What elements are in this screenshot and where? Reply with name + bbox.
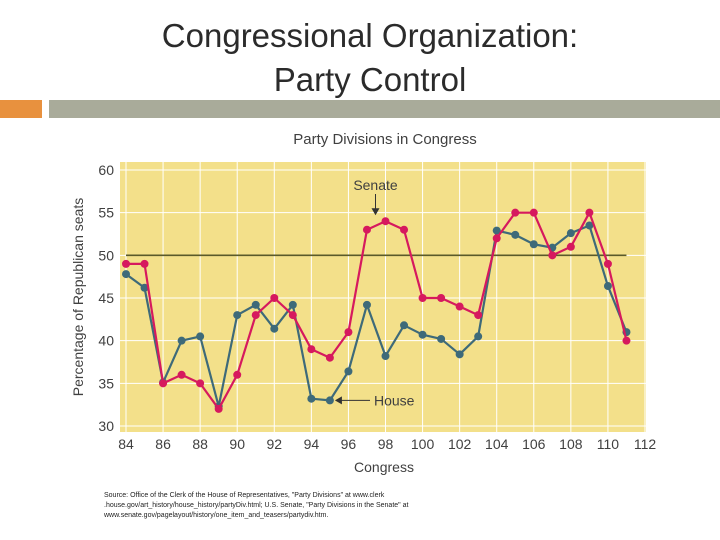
x-tick-labels: 84 86 88 90 92 94 96 98 100 102 104 106 108 110 112 (118, 436, 656, 452)
senate-point-108 (566, 242, 575, 251)
y-tick-60: 60 (98, 162, 114, 178)
title-line-1: Congressional Organization: (161, 17, 579, 54)
x-tick-96: 96 (341, 436, 357, 452)
y-axis-label: Percentage of Republican seats (70, 198, 86, 396)
senate-point-90 (233, 370, 242, 379)
house-point-85 (140, 283, 149, 292)
y-tick-35: 35 (98, 375, 114, 391)
x-tick-90: 90 (229, 436, 245, 452)
senate-point-102 (455, 302, 464, 311)
x-tick-106: 106 (522, 436, 546, 452)
accent-bar (0, 100, 42, 118)
house-point-92 (270, 324, 279, 333)
house-point-96 (344, 367, 353, 376)
house-point-99 (400, 321, 409, 330)
senate-point-84 (122, 259, 130, 268)
senate-point-92 (270, 294, 279, 302)
plot-area (120, 162, 646, 432)
house-arrowhead (334, 396, 342, 405)
house-point-94 (307, 394, 316, 403)
senate-point-106 (529, 208, 538, 217)
x-tick-98: 98 (378, 436, 394, 452)
senate-point-87 (177, 370, 186, 379)
house-point-97 (362, 300, 371, 309)
senate-point-86 (159, 379, 168, 388)
y-tick-45: 45 (98, 290, 114, 306)
senate-point-91 (251, 311, 260, 320)
house-line (125, 224, 628, 408)
senate-annotation-label: Senate (353, 177, 398, 193)
senate-point-109 (585, 208, 594, 217)
house-point-100 (418, 330, 427, 339)
title-line-2: Party Control (273, 61, 467, 98)
senate-point-97 (362, 225, 371, 234)
house-point-108 (566, 229, 575, 238)
title-rule (49, 100, 720, 118)
senate-series (122, 208, 631, 413)
x-tick-102: 102 (448, 436, 472, 452)
house-annotation-label: House (374, 392, 415, 408)
house-point-84 (122, 270, 130, 279)
annotations: Senate House (334, 177, 415, 408)
senate-point-85 (140, 259, 149, 268)
x-tick-104: 104 (485, 436, 509, 452)
senate-point-93 (288, 311, 297, 320)
senate-point-98 (381, 217, 390, 226)
y-tick-30: 30 (98, 418, 114, 434)
house-point-105 (511, 230, 520, 239)
senate-point-88 (196, 379, 205, 388)
senate-point-107 (548, 251, 557, 260)
house-point-93 (288, 300, 297, 309)
house-point-88 (196, 332, 205, 341)
y-tick-55: 55 (98, 205, 114, 221)
senate-point-96 (344, 328, 353, 337)
senate-point-94 (307, 345, 316, 354)
senate-point-105 (511, 208, 520, 217)
series-layer (122, 208, 631, 413)
y-tick-labels: 30 35 40 45 50 55 60 (98, 162, 114, 434)
x-axis-label: Congress (354, 459, 414, 475)
house-point-109 (585, 221, 594, 230)
senate-point-110 (603, 259, 612, 268)
x-tick-88: 88 (192, 436, 208, 452)
senate-point-95 (325, 353, 334, 362)
house-point-90 (233, 311, 242, 320)
senate-point-111 (622, 336, 631, 345)
house-point-95 (325, 396, 334, 405)
x-tick-84: 84 (118, 436, 134, 452)
gridlines (120, 162, 646, 432)
senate-arrowhead (371, 208, 380, 216)
senate-point-100 (418, 294, 427, 302)
house-point-101 (437, 334, 446, 343)
x-tick-86: 86 (155, 436, 171, 452)
x-tick-108: 108 (559, 436, 583, 452)
house-point-103 (474, 332, 483, 341)
house-point-98 (381, 352, 390, 361)
x-tick-92: 92 (266, 436, 282, 452)
y-tick-40: 40 (98, 333, 114, 349)
house-point-102 (455, 350, 464, 359)
house-point-104 (492, 226, 501, 235)
senate-line (126, 211, 628, 411)
source-note: Source: Office of the Clerk of the House… (104, 492, 409, 519)
senate-point-104 (492, 234, 501, 243)
x-tick-110: 110 (597, 436, 620, 452)
senate-point-101 (437, 294, 446, 302)
house-point-106 (529, 240, 538, 249)
senate-point-99 (400, 225, 409, 234)
x-tick-112: 112 (634, 436, 657, 452)
slide-title: Congressional Organization: Party Contro… (100, 14, 640, 102)
y-tick-50: 50 (98, 247, 114, 263)
chart-title: Party Divisions in Congress (293, 131, 476, 148)
x-tick-94: 94 (304, 436, 320, 452)
senate-point-103 (474, 311, 483, 320)
x-tick-100: 100 (411, 436, 435, 452)
house-point-87 (177, 336, 186, 345)
senate-point-89 (214, 404, 223, 413)
house-point-110 (603, 282, 612, 291)
house-point-91 (251, 300, 260, 309)
